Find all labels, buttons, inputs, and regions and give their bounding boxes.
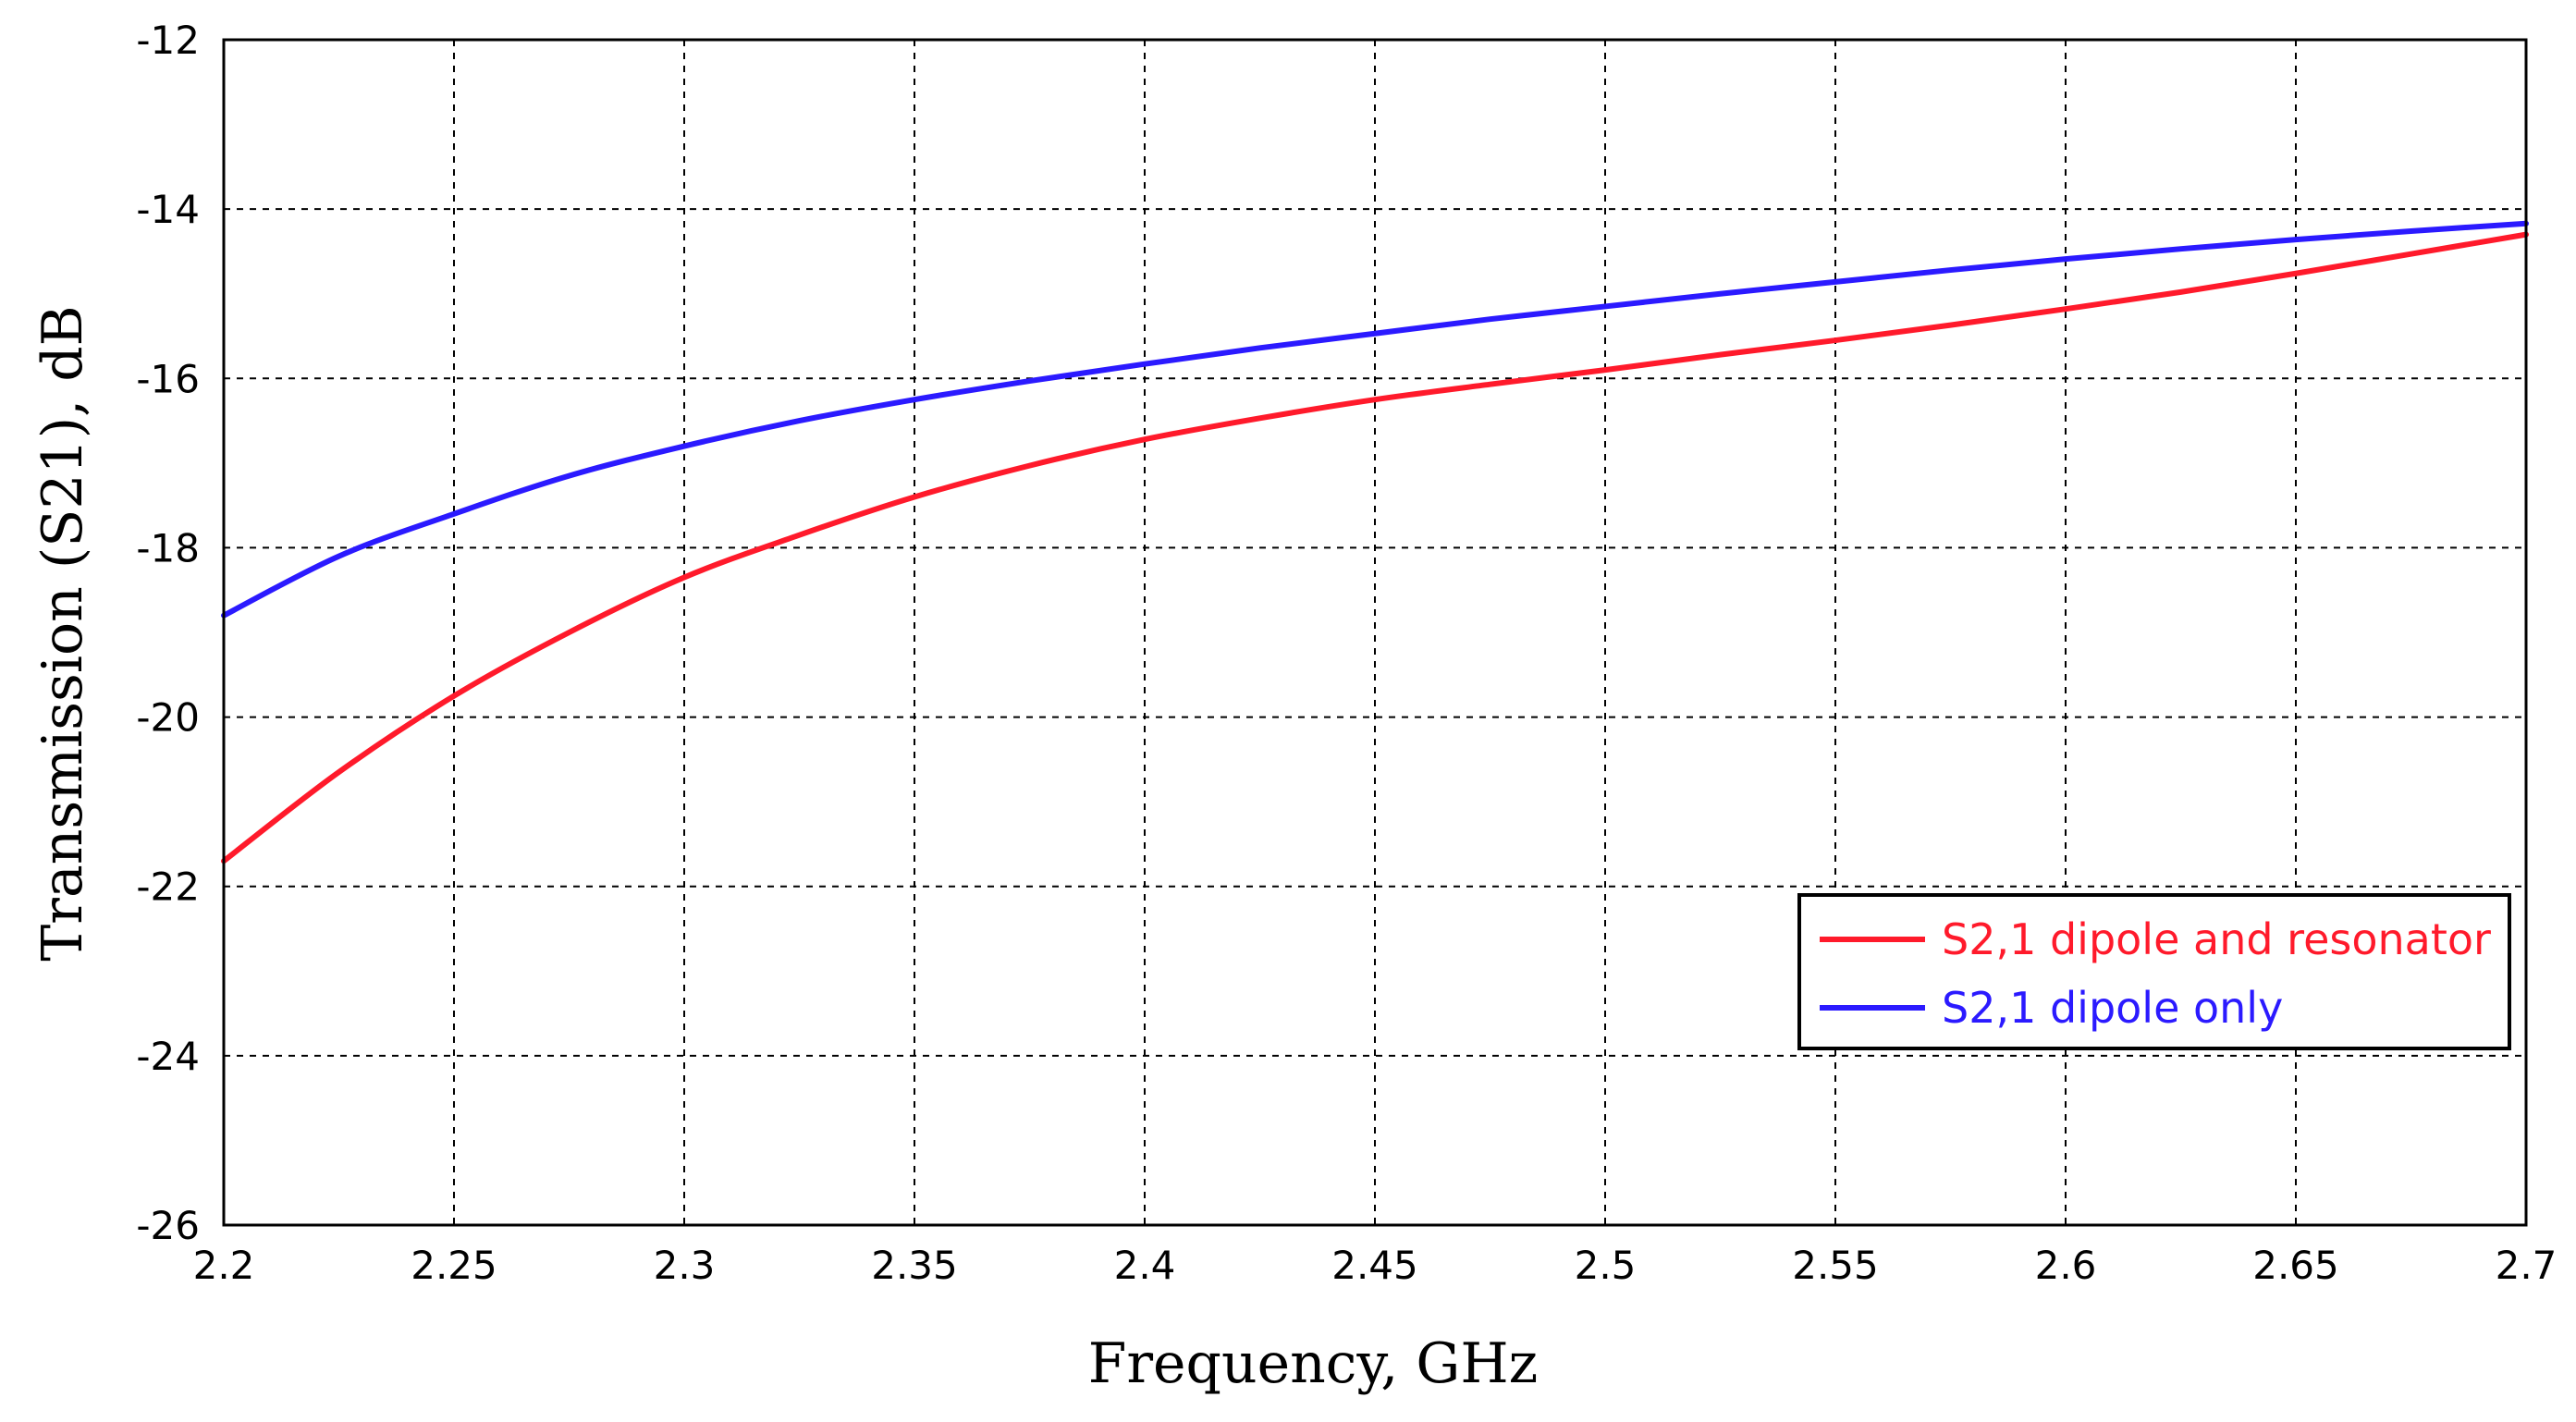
x-tick-label: 2.25 — [411, 1243, 497, 1288]
x-axis-title: Frequency, GHz — [1088, 1331, 1539, 1396]
y-tick-labels: -12 -14 -16 -18 -20 -22 -24 -26 — [136, 18, 200, 1248]
y-tick-label: -14 — [136, 187, 200, 232]
x-tick-label: 2.6 — [2035, 1243, 2097, 1288]
y-tick-label: -18 — [136, 525, 200, 570]
y-tick-label: -16 — [136, 356, 200, 401]
y-tick-label: -20 — [136, 695, 200, 741]
legend-label-dipole-and-resonator: S2,1 dipole and resonator — [1942, 914, 2491, 964]
plot-frame — [222, 38, 2528, 1227]
x-tick-label: 2.5 — [1575, 1243, 1637, 1288]
legend-label-dipole-only: S2,1 dipole only — [1942, 983, 2283, 1033]
y-axis-title: Transmission (S21), dB — [31, 305, 95, 962]
y-tick-label: -12 — [136, 18, 200, 63]
legend: S2,1 dipole and resonator S2,1 dipole on… — [1797, 893, 2511, 1050]
x-tick-labels: 2.2 2.25 2.3 2.35 2.4 2.45 2.5 2.55 2.6 2.65 2.7 — [193, 1243, 2558, 1288]
x-tick-label: 2.2 — [193, 1243, 255, 1288]
x-tick-label: 2.35 — [871, 1243, 958, 1288]
y-tick-label: -24 — [136, 1034, 200, 1079]
x-tick-label: 2.7 — [2496, 1243, 2558, 1288]
series-line-dipole-and-resonator — [221, 231, 2529, 864]
x-tick-label: 2.4 — [1114, 1243, 1176, 1288]
x-tick-label: 2.65 — [2252, 1243, 2339, 1288]
y-tick-label: -26 — [136, 1203, 200, 1248]
legend-box — [1797, 893, 2511, 1050]
x-tick-label: 2.3 — [654, 1243, 716, 1288]
x-tick-label: 2.55 — [1792, 1243, 1879, 1288]
series-layer — [221, 220, 2529, 864]
series-line-dipole-only — [221, 220, 2529, 619]
x-tick-label: 2.45 — [1331, 1243, 1418, 1288]
y-tick-label: -22 — [136, 864, 200, 910]
